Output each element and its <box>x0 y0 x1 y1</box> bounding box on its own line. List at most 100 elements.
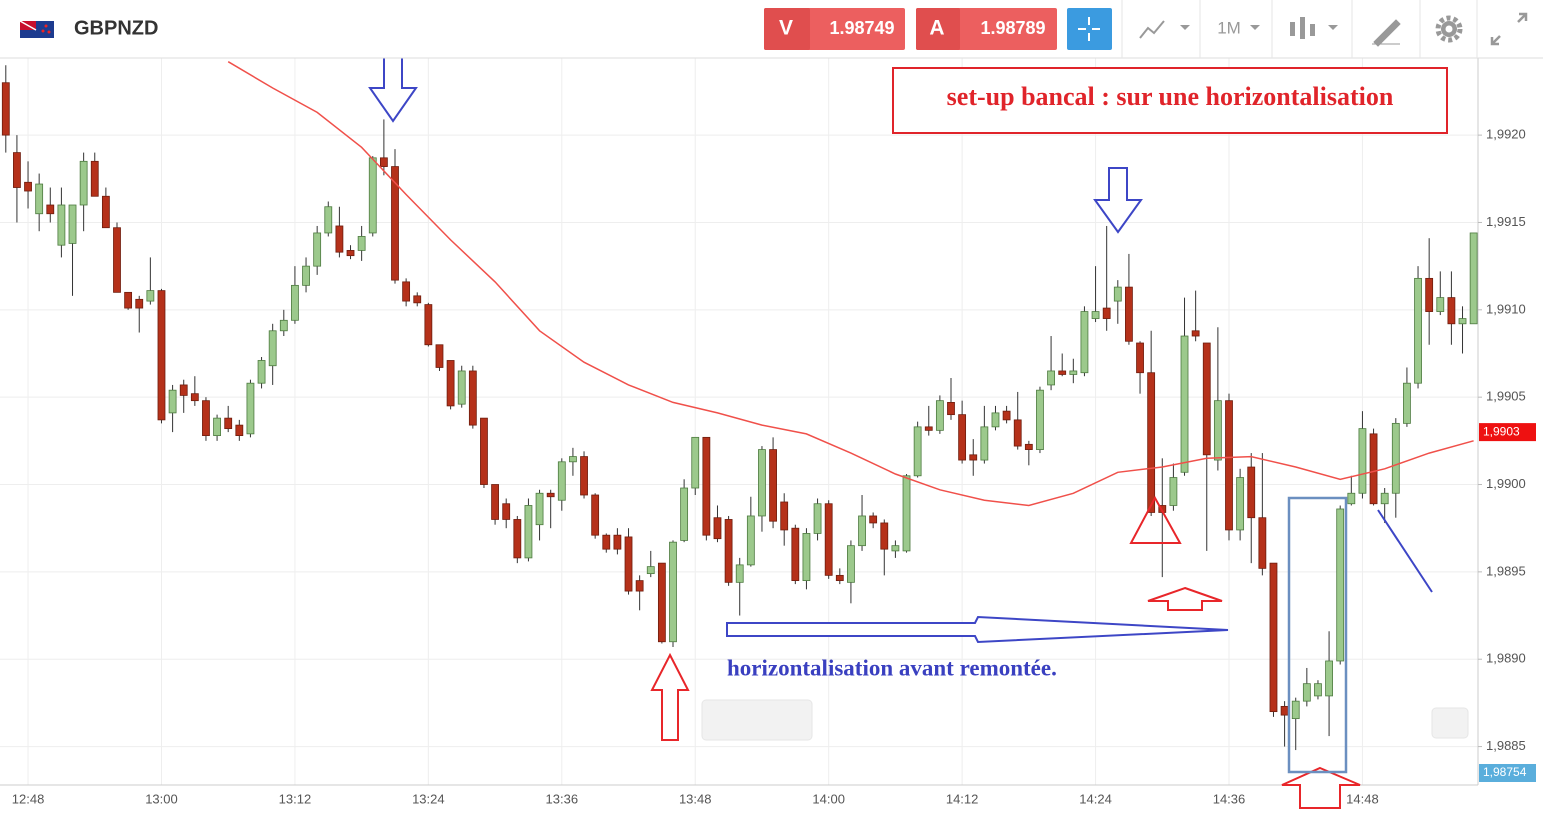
candle-body <box>1047 370 1055 386</box>
candle-body <box>346 250 355 257</box>
candle-body <box>780 501 789 531</box>
candle-body <box>35 183 44 215</box>
toolbar: GBPNZD V 1.98749 A 1.98789 1M <box>0 0 1543 59</box>
candle-body <box>124 291 133 309</box>
candle-body <box>1202 342 1211 456</box>
candle-body <box>1469 232 1478 325</box>
candle-body <box>302 265 310 286</box>
up-arrow <box>650 652 690 741</box>
x-tick-label: 12:48 <box>12 791 45 806</box>
candle-body <box>1414 277 1422 384</box>
x-tick-label: 14:48 <box>1346 791 1379 806</box>
candle-body <box>1302 683 1311 702</box>
buy-label: A <box>929 17 944 40</box>
timeframe-button[interactable]: 1M <box>1217 18 1241 37</box>
candle-body <box>735 564 744 583</box>
candle-body <box>769 449 777 522</box>
candle-body <box>669 541 677 643</box>
candle-body <box>1147 372 1156 513</box>
candle-body <box>24 181 32 192</box>
candle-body <box>1191 330 1200 337</box>
x-tick-label: 14:00 <box>812 791 845 806</box>
candle-body <box>268 330 277 367</box>
left-arrow <box>726 615 1229 644</box>
candle-body <box>480 417 488 485</box>
down-arrow <box>368 54 418 123</box>
candle-body <box>602 534 611 550</box>
candle-body <box>657 562 666 643</box>
candle-body <box>202 400 210 437</box>
candle-body <box>57 204 66 246</box>
candle-body <box>413 295 422 304</box>
candle-body <box>746 515 755 566</box>
trend-line <box>1377 509 1433 593</box>
candle-body <box>1391 422 1400 494</box>
candle-body <box>791 527 800 582</box>
candle-body <box>368 157 377 234</box>
candle-body <box>157 290 166 421</box>
x-tick-label: 13:00 <box>145 791 178 806</box>
sell-button-side <box>764 8 810 50</box>
chart-type-button[interactable] <box>1139 20 1190 39</box>
candle-body <box>1013 419 1022 447</box>
candle-body <box>46 204 55 215</box>
candle-body <box>824 503 833 576</box>
candle-body <box>513 519 522 559</box>
indicators-button[interactable] <box>1290 17 1338 39</box>
sell-price: 1.98749 <box>829 18 894 38</box>
candle-body <box>1336 508 1345 662</box>
candle-body <box>624 536 633 592</box>
candle-body <box>680 487 689 541</box>
candle-body <box>635 580 644 592</box>
candle-body <box>880 522 889 550</box>
fullscreen-button[interactable] <box>1490 12 1528 46</box>
candle-body <box>391 166 399 281</box>
candle-body <box>980 426 989 461</box>
candle-body <box>1347 492 1356 505</box>
candle-body <box>702 436 711 536</box>
candle-body <box>291 284 299 321</box>
candle-body <box>1113 286 1122 302</box>
candle-body <box>1358 428 1367 494</box>
price-label-bg <box>1479 764 1536 782</box>
candle-body <box>1436 297 1445 312</box>
separators <box>1121 0 1478 58</box>
candle-body <box>691 436 700 489</box>
candle-body <box>1169 477 1178 506</box>
candle-body <box>1247 466 1256 519</box>
candle-body <box>190 393 199 402</box>
candle-body <box>224 417 233 430</box>
draw-button[interactable] <box>1372 19 1401 47</box>
timeframe-caret <box>1250 25 1260 30</box>
annotation-text: set-up bancal : sur une horizontalisatio… <box>947 82 1394 111</box>
candle-body <box>1380 492 1389 505</box>
y-tick-label: 1,9890 <box>1486 651 1526 666</box>
candle-body <box>246 382 255 435</box>
candle-body <box>379 157 388 167</box>
settings-button[interactable] <box>1435 15 1463 43</box>
x-tick-label: 13:36 <box>546 791 579 806</box>
plot-area <box>0 58 1478 785</box>
candle-body <box>802 533 811 582</box>
candle-body <box>858 515 866 547</box>
candle-body <box>68 204 77 244</box>
candle-body <box>1403 382 1411 424</box>
buy-button-side <box>916 8 960 50</box>
candle-body <box>1 82 10 136</box>
crosshair-button[interactable] <box>1067 8 1112 50</box>
price-label-bg <box>1479 423 1536 442</box>
candle-body <box>79 160 88 206</box>
buy-price: 1.98789 <box>980 18 1045 38</box>
candle-body <box>1058 370 1067 375</box>
candle-body <box>357 236 366 251</box>
candle-body <box>235 424 244 437</box>
candle-body <box>468 370 477 426</box>
down-arrow <box>1093 167 1143 234</box>
candle-body <box>1258 517 1267 569</box>
candle-body <box>1236 477 1245 531</box>
candle-body <box>502 503 511 520</box>
candle-body <box>580 456 588 496</box>
candle-body <box>924 426 933 431</box>
overlay-box <box>1431 707 1469 739</box>
